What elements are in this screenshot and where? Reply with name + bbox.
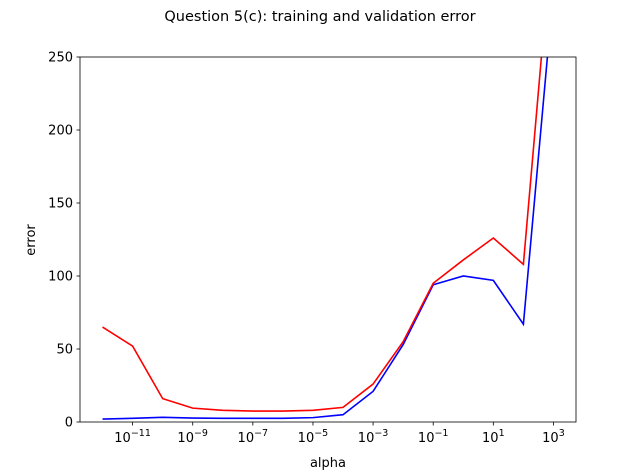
plot-frame: [79, 56, 577, 423]
y-axis-label: error: [24, 224, 39, 256]
x-tick-label: 103: [542, 428, 565, 446]
y-tick-label: 0: [65, 416, 73, 431]
data-line: [102, 57, 543, 412]
plot-area: [102, 57, 549, 420]
x-tick-label: 10−7: [238, 428, 269, 446]
y-tick-label: 200: [48, 124, 73, 139]
y-tick-label: 100: [48, 270, 73, 285]
y-tick-label: 250: [48, 51, 73, 66]
x-tick-label: 101: [482, 428, 505, 446]
x-axis-label: alpha: [310, 456, 346, 471]
y-tick-label: 150: [48, 197, 73, 212]
chart-title: Question 5(c): training and validation e…: [164, 9, 475, 25]
x-tick-label: 10−3: [358, 428, 389, 446]
y-tick-label: 50: [56, 343, 73, 358]
x-tick-label: 10−11: [114, 428, 151, 446]
x-tick-label: 10−9: [177, 428, 208, 446]
data-line: [102, 57, 549, 420]
x-tick-label: 10−5: [298, 428, 329, 446]
x-tick-label: 10−1: [418, 428, 449, 446]
